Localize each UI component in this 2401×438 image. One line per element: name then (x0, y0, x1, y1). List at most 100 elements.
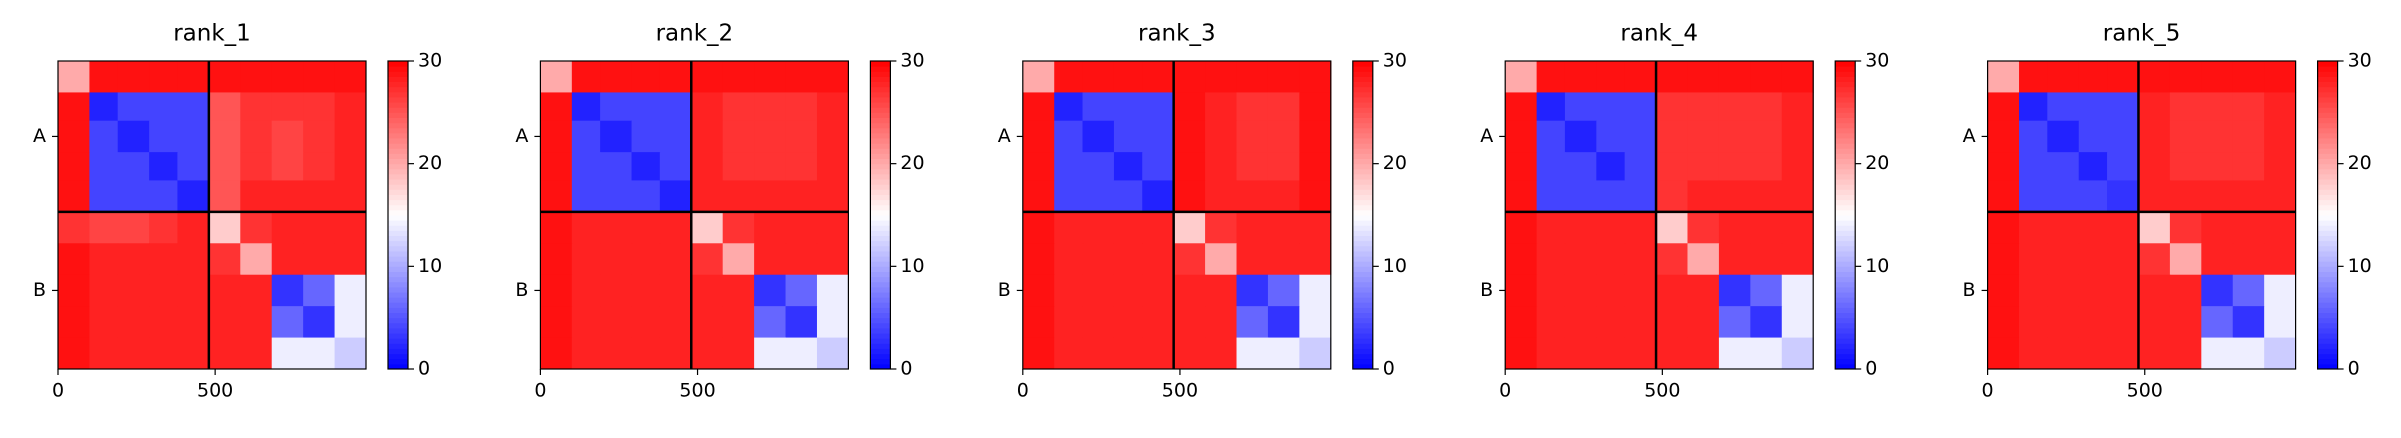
heatmap-cell (816, 61, 849, 93)
heatmap-cell (659, 337, 692, 370)
heatmap-cell (1267, 120, 1300, 153)
heatmap-cell (2169, 120, 2202, 153)
colorbar-step (2317, 261, 2338, 267)
heatmap-cell (334, 337, 367, 370)
colorbar-step (1835, 348, 1856, 355)
heatmap-cell (2019, 92, 2048, 122)
colorbar-step (870, 199, 891, 206)
heatmap-cell (334, 180, 367, 213)
heatmap-cell (1054, 180, 1084, 213)
heatmap-cell (2138, 211, 2171, 244)
colorbar-step (870, 353, 891, 360)
colorbar-step (2317, 148, 2338, 154)
heatmap-cell (2201, 61, 2234, 93)
heatmap-cell (1596, 120, 1626, 153)
colorbar-step (388, 266, 408, 272)
heatmap-cell (208, 61, 241, 93)
heatmap-cell (1142, 306, 1175, 339)
heatmap-cell (1267, 337, 1300, 370)
heatmap-cell (1082, 120, 1115, 153)
colorbar-step (1835, 91, 1856, 98)
heatmap-cell (2107, 306, 2139, 339)
heatmap-cell (1987, 92, 2020, 122)
heatmap-cell (1505, 152, 1538, 181)
heatmap-cell (58, 211, 90, 244)
colorbar-step (1835, 81, 1856, 88)
heatmap-cell (785, 243, 818, 276)
heatmap-cell (2047, 243, 2080, 276)
heatmap-cell (2232, 92, 2265, 122)
colorbar-step (2317, 240, 2338, 247)
heatmap-cell (1718, 92, 1751, 122)
colorbar-step (388, 71, 408, 77)
heatmap-cell (1564, 337, 1597, 370)
heatmap-cell (89, 61, 119, 93)
heatmap-cell (1624, 337, 1657, 370)
heatmap-cell (1113, 337, 1143, 370)
colorbar-step (1835, 184, 1856, 190)
heatmap-cell (600, 243, 633, 276)
heatmap-cell (1781, 180, 1814, 213)
colorbar-tick-label: 0 (1383, 358, 1395, 380)
colorbar-step (1352, 338, 1373, 344)
heatmap-cell (334, 306, 367, 339)
colorbar-tick-label: 30 (900, 50, 924, 72)
heatmap-cell (1173, 306, 1206, 339)
heatmap-cell (1536, 337, 1566, 370)
heatmap-cell (722, 306, 755, 339)
heatmap-cell (2078, 243, 2108, 276)
heatmap-cell (58, 243, 90, 276)
colorbar-step (2317, 281, 2338, 288)
colorbar-step (388, 158, 408, 165)
heatmap-cell (149, 61, 178, 93)
heatmap-cell (1624, 211, 1657, 244)
colorbar-step (1835, 173, 1856, 180)
heatmap-cell (271, 306, 304, 339)
heatmap-cell (117, 180, 150, 213)
heatmap-cell (571, 243, 601, 276)
heatmap-cell (89, 120, 119, 153)
heatmap-cell (1564, 306, 1597, 339)
x-tick-label: 0 (52, 380, 64, 402)
heatmap-cell (816, 243, 849, 276)
colorbar-step (1835, 312, 1856, 319)
colorbar-step (388, 250, 408, 257)
heatmap-cell (754, 120, 787, 153)
heatmap-cell (1267, 92, 1300, 122)
heatmap-cell (89, 180, 119, 213)
colorbar-tick-label: 10 (2348, 255, 2372, 277)
colorbar-step (388, 215, 408, 221)
colorbar-step (1352, 266, 1373, 272)
colorbar-step (2317, 102, 2338, 108)
colorbar-step (1835, 307, 1856, 314)
colorbar-step (388, 127, 408, 134)
heatmap-cell (1082, 243, 1115, 276)
heatmap-cell (2201, 243, 2234, 276)
heatmap-cell (1022, 306, 1055, 339)
heatmap-cell (177, 152, 210, 181)
colorbar-step (388, 292, 408, 298)
heatmap-cell (1687, 120, 1720, 153)
colorbar-step (1352, 240, 1373, 247)
colorbar-step (2317, 71, 2338, 77)
heatmap-cell (1173, 61, 1206, 93)
heatmap-cell (89, 211, 119, 244)
heatmap-cell (540, 92, 573, 122)
heatmap-cell (1718, 152, 1751, 181)
heatmap-cell (571, 211, 601, 244)
heatmap-cell (816, 152, 849, 181)
colorbar-step (388, 302, 408, 308)
colorbar-step (2317, 86, 2338, 93)
colorbar-step (1352, 132, 1373, 139)
heatmap-cell (1987, 337, 2020, 370)
colorbar-step (870, 194, 891, 201)
colorbar-step (870, 127, 891, 134)
heatmap-cell (271, 92, 304, 122)
x-tick-label: 500 (1162, 380, 1198, 402)
heatmap-cell (2201, 274, 2234, 307)
colorbar-step (2317, 107, 2338, 113)
heatmap-cell (2201, 180, 2234, 213)
heatmap-cell (1624, 61, 1657, 93)
colorbar-step (1352, 96, 1373, 103)
colorbar-step (2317, 292, 2338, 298)
